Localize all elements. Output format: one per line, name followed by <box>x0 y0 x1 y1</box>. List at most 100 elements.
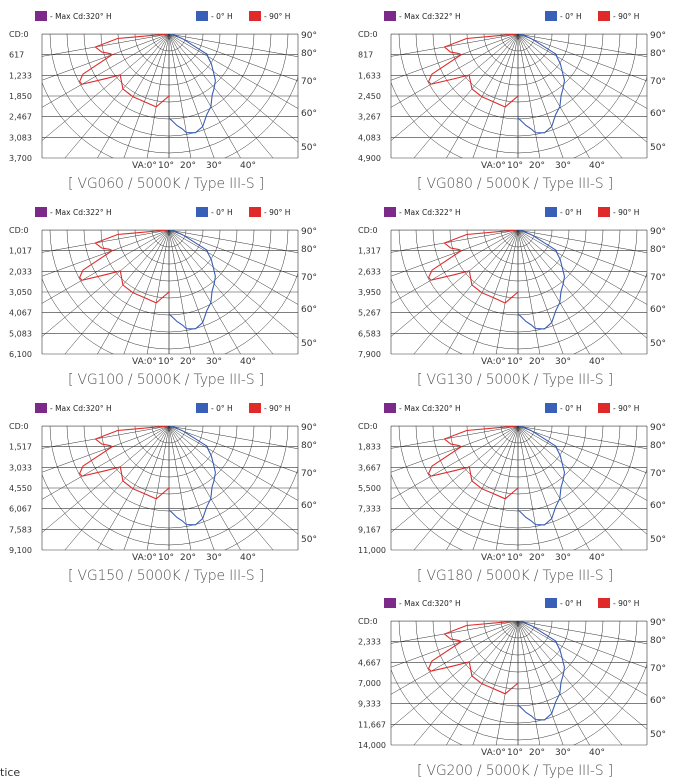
chart-legend: - Max Cd:320° H - 0° H - 90° H <box>8 403 324 417</box>
polar-radial <box>391 230 519 253</box>
angle-label: 60° <box>650 305 666 315</box>
polar-radial <box>391 230 519 337</box>
y-tick-label: 5,500 <box>358 484 381 493</box>
polar-radial <box>42 426 170 473</box>
y-tick-label: 6,583 <box>358 329 381 338</box>
y-tick-label: 2,333 <box>358 638 381 647</box>
polar-radial <box>413 621 519 745</box>
polar-radial <box>413 230 519 354</box>
legend-swatch <box>598 207 610 217</box>
polar-radial <box>517 34 590 158</box>
polar-radial <box>517 426 647 535</box>
legend-swatch <box>35 11 47 21</box>
polar-radial <box>517 426 647 450</box>
angle-label: 80° <box>301 441 317 451</box>
legend-label: - Max Cd:320° H <box>50 403 112 413</box>
angle-label: 30° <box>555 553 571 562</box>
polar-arc <box>42 468 298 550</box>
angle-label: 60° <box>650 696 666 706</box>
polar-radial <box>168 426 274 550</box>
legend-swatch <box>196 11 208 21</box>
polar-radial <box>391 34 519 108</box>
polar-grid <box>391 621 647 745</box>
polar-radial <box>517 621 590 745</box>
legend-item-h90: - 90° H <box>598 207 639 217</box>
angle-label: 30° <box>555 161 571 170</box>
angle-label: 10° <box>158 161 174 170</box>
polar-radial <box>472 621 519 745</box>
series-line-90deg <box>78 34 170 108</box>
polar-radial <box>168 230 241 354</box>
angle-label: 70° <box>301 469 317 479</box>
polar-radial <box>146 34 170 158</box>
polar-plot: CD:0 817 1,633 2,450 3,267 4,083 4,900 90° 80° 70… <box>358 30 666 170</box>
polar-radial <box>517 230 590 354</box>
series-line-0deg <box>168 426 216 526</box>
polar-radial <box>517 621 647 645</box>
polar-radial <box>168 230 298 305</box>
angle-label: 90° <box>301 31 317 41</box>
polar-radial <box>391 621 519 728</box>
y-tick-label: 1,517 <box>9 443 32 452</box>
polar-radial <box>517 426 647 474</box>
polar-radial <box>168 34 298 143</box>
angle-label: 20° <box>180 357 196 366</box>
angle-label: 20° <box>180 553 196 562</box>
y-tick-label: CD:0 <box>358 30 378 39</box>
polar-radial <box>42 230 170 304</box>
polar-radial <box>123 426 170 550</box>
polar-radial <box>472 34 519 158</box>
polar-radial <box>42 426 170 533</box>
angle-label: 10° <box>507 553 523 562</box>
legend-label: - 0° H <box>560 598 582 608</box>
y-tick-label: 1,017 <box>9 247 32 256</box>
polar-radial <box>64 34 170 158</box>
polar-radial <box>391 426 519 473</box>
polar-plot: CD:0 1,517 3,033 4,550 6,067 7,583 9,100 90° 80°… <box>9 422 317 562</box>
legend-label: - 0° H <box>560 403 582 413</box>
polar-radial <box>517 230 647 305</box>
legend-item-max: - Max Cd:322° H <box>35 207 112 217</box>
angle-label: 80° <box>650 49 666 59</box>
polar-radial <box>391 34 519 141</box>
polar-radial <box>517 230 623 354</box>
polar-radial <box>517 621 647 730</box>
legend-swatch <box>545 598 557 608</box>
legend-item-max: - Max Cd:320° H <box>35 403 112 413</box>
angle-label: 30° <box>555 748 571 757</box>
legend-label: - Max Cd:320° H <box>399 598 461 608</box>
legend-swatch <box>598 598 610 608</box>
y-tick-label: 1,833 <box>358 443 381 452</box>
angle-label: VA:0° <box>481 553 506 562</box>
polar-grid <box>42 34 298 158</box>
polar-radial <box>446 230 519 354</box>
polar-radial <box>391 621 519 695</box>
photometric-chart-panel: - Max Cd:322° H - 0° H - 90° H CD:0 817 1,633… <box>357 4 673 194</box>
polar-radial <box>413 426 519 550</box>
polar-radial <box>391 426 519 500</box>
polar-radial <box>517 34 564 158</box>
chart-caption: [ VG150 / 5000K / Type III-S ] <box>68 568 264 584</box>
legend-label: - Max Cd:322° H <box>50 207 112 217</box>
legend-label: - 0° H <box>560 11 582 21</box>
legend-item-max: - Max Cd:320° H <box>35 11 112 21</box>
polar-radial <box>168 230 298 254</box>
polar-radial <box>42 230 170 277</box>
polar-radial <box>97 426 170 550</box>
legend-swatch <box>35 207 47 217</box>
polar-radial <box>517 230 564 354</box>
y-tick-label: 1,850 <box>9 92 32 101</box>
angle-label: VA:0° <box>481 748 506 757</box>
series-line-0deg <box>517 34 566 134</box>
polar-radial <box>495 34 519 158</box>
polar-radial <box>168 34 298 82</box>
y-tick-label: 3,050 <box>9 288 32 297</box>
y-tick-label: 1,317 <box>358 247 381 256</box>
legend-label: - 90° H <box>613 207 640 217</box>
polar-radial <box>446 426 519 550</box>
legend-swatch <box>598 403 610 413</box>
polar-radial <box>168 230 298 339</box>
y-tick-label: 14,000 <box>358 741 386 750</box>
y-tick-label: 3,667 <box>358 463 381 472</box>
y-tick-label: CD:0 <box>9 226 29 235</box>
